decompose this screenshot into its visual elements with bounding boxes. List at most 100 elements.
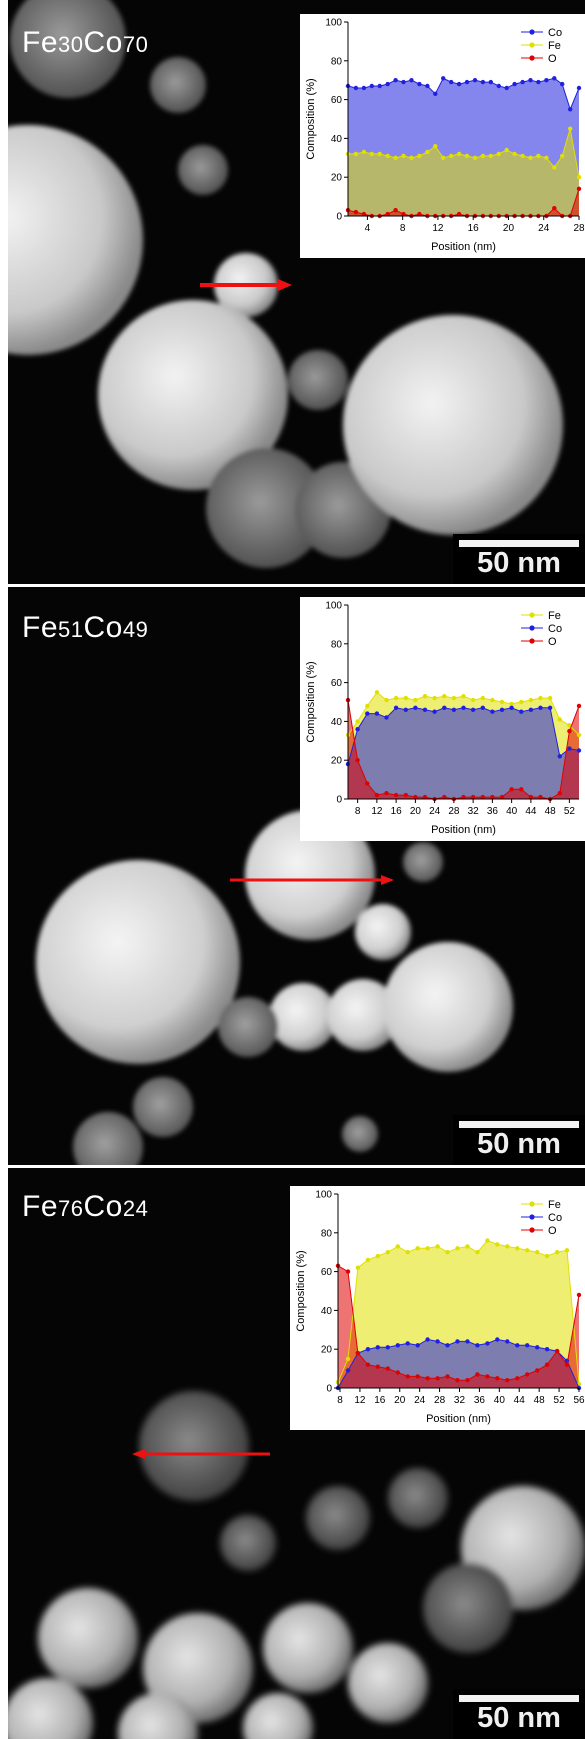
data-point-co — [369, 83, 374, 89]
series-area-fe — [348, 128, 579, 216]
data-point-co — [353, 85, 359, 91]
y-tick-label: 60 — [331, 678, 343, 689]
sample-label: Fe51Co49 — [22, 611, 149, 644]
data-point-fe — [544, 155, 549, 160]
y-axis-label: Composition (%) — [305, 78, 317, 159]
data-point-co — [488, 79, 493, 85]
data-point-co — [384, 715, 389, 720]
data-point-co — [393, 78, 398, 83]
legend-marker-fe — [529, 42, 535, 48]
data-point-o — [465, 1378, 470, 1383]
data-point-co — [377, 83, 382, 89]
data-point-o — [519, 787, 524, 792]
data-point-o — [355, 758, 360, 763]
data-point-fe — [470, 697, 476, 703]
x-axis-label: Position (nm) — [431, 824, 496, 836]
y-axis-label: Composition (%) — [305, 661, 317, 742]
data-point-fe — [488, 153, 493, 159]
sample-label: Fe30Co70 — [22, 26, 149, 59]
data-point-co — [345, 1368, 351, 1373]
legend-marker-fe — [529, 612, 535, 618]
data-point-fe — [435, 1244, 440, 1249]
data-point-co — [480, 705, 485, 710]
data-point-o — [353, 209, 359, 215]
data-point-fe — [509, 701, 514, 707]
legend-label-o: O — [548, 53, 557, 65]
x-tick-label: 12 — [371, 806, 383, 817]
x-tick-label: 8 — [337, 1395, 343, 1406]
data-point-fe — [495, 1242, 500, 1247]
data-point-o — [515, 1376, 520, 1381]
data-point-o — [475, 1372, 480, 1377]
data-point-o — [461, 794, 466, 800]
data-point-fe — [433, 144, 438, 149]
data-point-fe — [480, 695, 485, 701]
x-tick-label: 8 — [355, 806, 361, 817]
x-tick-label: 32 — [454, 1395, 466, 1406]
data-point-co — [445, 1343, 450, 1348]
arrow-head-icon — [132, 1449, 145, 1459]
data-point-fe — [576, 175, 582, 180]
data-point-co — [495, 1337, 500, 1342]
data-point-o — [422, 794, 428, 800]
x-tick-label: 4 — [365, 223, 371, 234]
x-tick-label: 28 — [573, 223, 585, 234]
data-point-o — [554, 1348, 560, 1354]
x-tick-label: 28 — [434, 1395, 446, 1406]
data-point-fe — [401, 153, 406, 159]
data-point-o — [564, 1362, 570, 1367]
data-point-co — [464, 79, 470, 85]
data-point-fe — [403, 695, 408, 701]
series-area-o — [348, 188, 579, 216]
x-tick-label: 12 — [354, 1395, 366, 1406]
data-point-co — [472, 78, 478, 83]
legend-marker-co — [529, 625, 535, 631]
data-point-co — [456, 81, 462, 87]
data-point-fe — [365, 703, 370, 709]
data-point-fe — [369, 151, 374, 157]
data-point-fe — [554, 1250, 560, 1255]
data-point-fe — [547, 695, 553, 701]
data-point-fe — [485, 1238, 490, 1243]
data-point-co — [470, 707, 476, 712]
data-point-co — [403, 707, 408, 712]
data-point-fe — [505, 1244, 510, 1249]
data-point-co — [395, 1343, 400, 1348]
composition-chart: 0 20 40 60 80 100 8 12 16 20 24 28 32 36 40 44 48 52 Posit… — [300, 597, 585, 841]
data-point-o — [499, 794, 505, 800]
data-point-fe — [557, 717, 562, 722]
data-point-o — [456, 211, 462, 217]
data-point-co — [409, 78, 414, 83]
data-point-fe — [504, 147, 509, 153]
scale-bar: 50 nm — [453, 534, 585, 584]
data-point-o — [345, 1269, 351, 1274]
data-point-co — [361, 85, 367, 91]
data-point-o — [393, 792, 399, 798]
y-tick-label: 20 — [331, 756, 343, 767]
data-point-fe — [564, 1248, 570, 1253]
x-tick-label: 48 — [534, 1395, 546, 1406]
data-point-o — [576, 186, 582, 191]
data-point-fe — [361, 149, 367, 155]
data-point-co — [512, 81, 517, 87]
data-point-co — [465, 1339, 470, 1344]
data-point-o — [425, 1376, 430, 1381]
data-point-co — [385, 1345, 390, 1350]
data-point-co — [520, 79, 525, 85]
legend-label-co: Co — [548, 27, 562, 39]
data-point-co — [504, 85, 509, 91]
y-tick-label: 0 — [336, 795, 342, 806]
data-point-fe — [405, 1250, 410, 1255]
data-point-co — [375, 1345, 380, 1350]
data-point-fe — [472, 155, 478, 160]
data-point-fe — [568, 126, 573, 131]
data-point-co — [515, 1343, 520, 1348]
data-point-fe — [567, 723, 572, 728]
x-tick-label: 24 — [414, 1395, 426, 1406]
data-point-co — [432, 709, 437, 714]
y-tick-label: 40 — [331, 717, 343, 728]
data-point-o — [509, 787, 514, 792]
x-tick-label: 52 — [564, 806, 576, 817]
data-point-o — [405, 1374, 410, 1379]
data-point-o — [557, 791, 562, 796]
